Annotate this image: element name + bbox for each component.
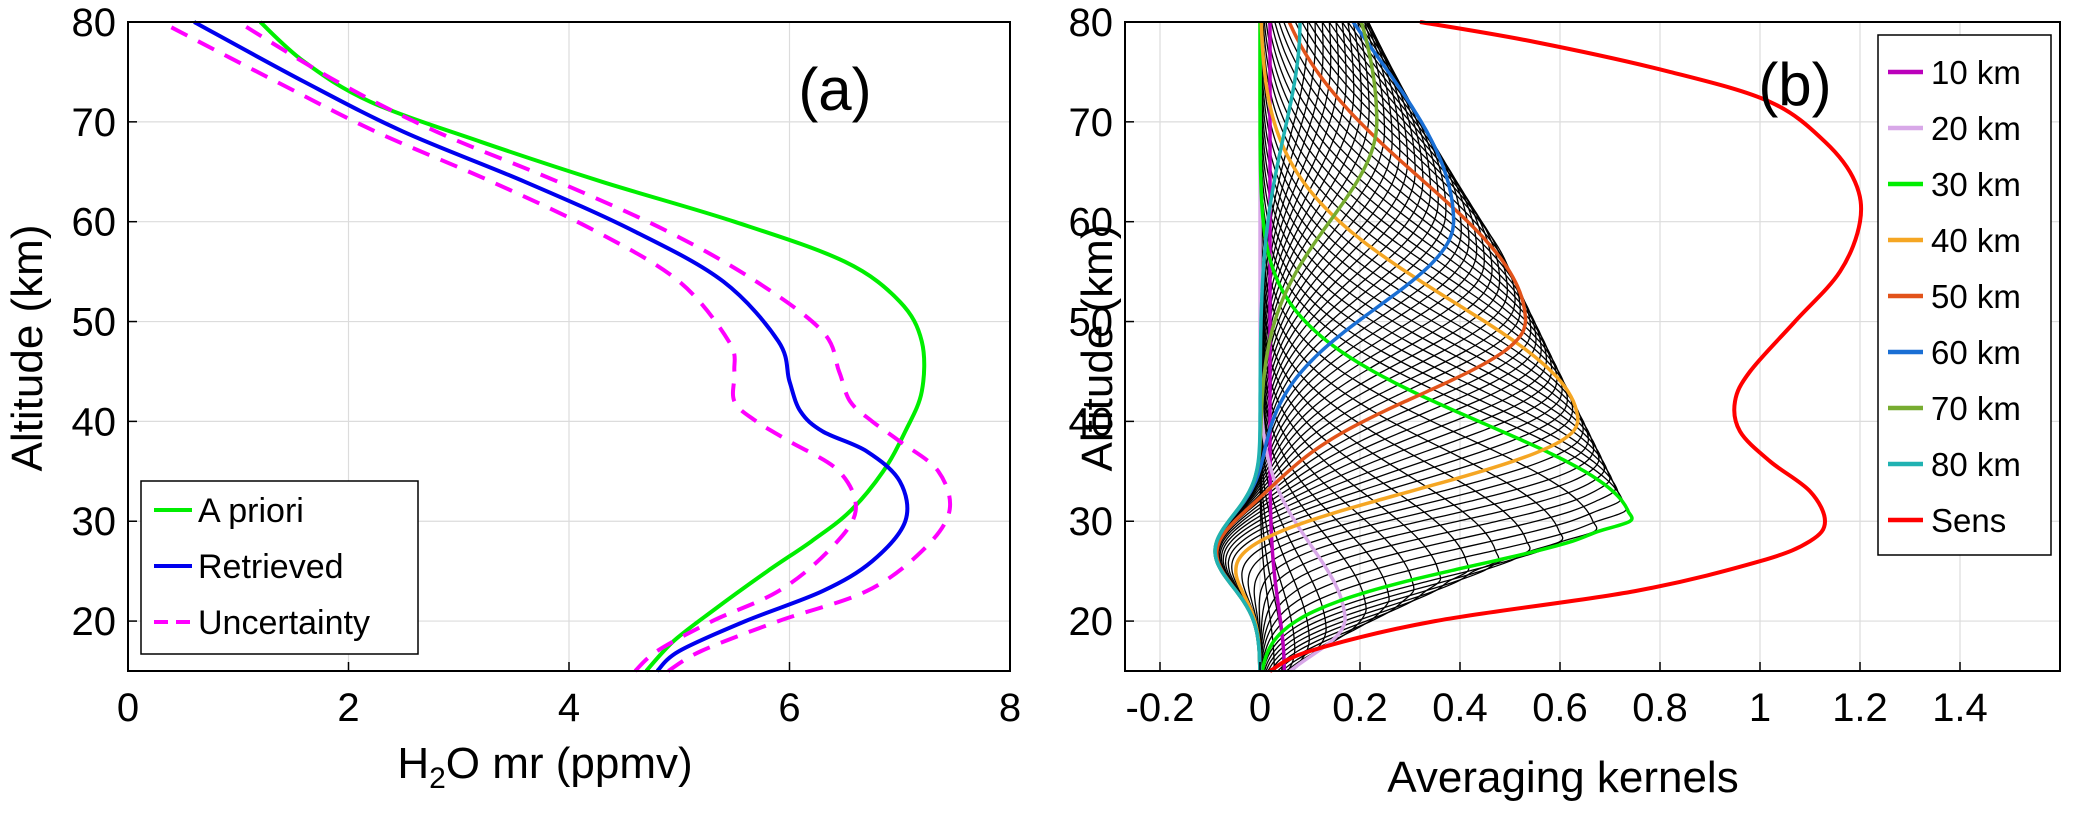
kernel-line bbox=[1258, 21, 1600, 672]
series-line-uncertainty bbox=[237, 20, 953, 673]
legend-label: 60 km bbox=[1931, 334, 2021, 371]
legend-label: Retrieved bbox=[198, 548, 344, 586]
panel-b: -0.2 0 0.2 0.4 0.6 0.8 1 1.2 1.4 20 30 40 50 60 70 80 (… bbox=[1069, 1, 2061, 802]
series-line-retrieved bbox=[193, 20, 910, 673]
panel-b-frame bbox=[1124, 21, 2061, 672]
legend-label: 30 km bbox=[1931, 166, 2021, 203]
legend-label: 10 km bbox=[1931, 54, 2021, 91]
x-tick-label: 0 bbox=[117, 686, 139, 730]
kernel-line bbox=[1224, 21, 1563, 672]
panel-a-xlabel-sub: 2 bbox=[429, 762, 446, 795]
panel-b-xlabel: Averaging kernels bbox=[1387, 753, 1738, 802]
legend-label: 50 km bbox=[1931, 278, 2021, 315]
x-tick-label: 8 bbox=[999, 686, 1021, 730]
panel-b-kernels bbox=[1214, 21, 1633, 672]
panel-b-ticks: -0.2 0 0.2 0.4 0.6 0.8 1 1.2 1.4 20 30 40 50 60 70 80 bbox=[1069, 1, 1988, 730]
sens-line bbox=[1269, 20, 1864, 673]
kernel-line bbox=[1220, 21, 1553, 672]
panel-b-label: (b) bbox=[1758, 51, 1831, 118]
y-tick-label: 20 bbox=[1069, 600, 1114, 644]
x-tick-label: -0.2 bbox=[1126, 686, 1195, 730]
x-tick-label: 6 bbox=[778, 686, 800, 730]
kernel-line bbox=[1259, 22, 1606, 672]
kernel-line bbox=[1227, 21, 1569, 672]
series-line-a-priori bbox=[258, 20, 927, 673]
legend-label: A priori bbox=[198, 492, 304, 530]
panel-a-ticks: 0 2 4 6 8 20 30 40 50 60 70 80 bbox=[72, 1, 1022, 730]
legend-label: Sens bbox=[1931, 502, 2006, 539]
y-tick-label: 40 bbox=[72, 400, 117, 444]
kernel-line bbox=[1214, 21, 1462, 672]
x-tick-label: 0.4 bbox=[1432, 686, 1488, 730]
y-tick-label: 50 bbox=[72, 301, 117, 345]
legend-label: 20 km bbox=[1931, 110, 2021, 147]
kernel-highlight bbox=[1213, 21, 1302, 672]
y-tick-label: 20 bbox=[72, 600, 117, 644]
x-tick-label: 1.4 bbox=[1932, 686, 1988, 730]
kernel-line bbox=[1214, 21, 1401, 672]
panel-a-series bbox=[160, 20, 953, 673]
panel-b-ylabel: Altitude (km) bbox=[1073, 225, 1122, 472]
x-tick-label: 0 bbox=[1249, 686, 1271, 730]
x-tick-label: 1 bbox=[1749, 686, 1771, 730]
panel-a-label: (a) bbox=[798, 56, 871, 123]
kernel-line bbox=[1231, 21, 1574, 672]
x-tick-label: 0.2 bbox=[1332, 686, 1388, 730]
panel-a-xlabel: H2O mr (ppmv) bbox=[397, 739, 692, 795]
panel-a-xlabel-base: H bbox=[397, 739, 429, 788]
panel-a-xlabel-rest: O mr (ppmv) bbox=[446, 739, 693, 788]
y-tick-label: 80 bbox=[1069, 1, 1114, 45]
x-tick-label: 0.6 bbox=[1532, 686, 1588, 730]
x-tick-label: 2 bbox=[337, 686, 359, 730]
panel-a-legend: A priori Retrieved Uncertainty bbox=[140, 480, 419, 655]
x-tick-label: 0.8 bbox=[1632, 686, 1688, 730]
x-tick-label: 4 bbox=[558, 686, 580, 730]
kernel-highlight bbox=[1258, 22, 1634, 672]
legend-label: Uncertainty bbox=[198, 604, 370, 642]
y-tick-label: 50 bbox=[1069, 301, 1114, 345]
y-tick-label: 30 bbox=[72, 500, 117, 544]
legend-label: 40 km bbox=[1931, 222, 2021, 259]
kernel-line bbox=[1219, 21, 1548, 672]
y-tick-label: 40 bbox=[1069, 400, 1114, 444]
y-tick-label: 60 bbox=[72, 201, 117, 245]
y-tick-label: 80 bbox=[72, 1, 117, 45]
kernel-highlight bbox=[1234, 21, 1580, 672]
x-tick-label: 1.2 bbox=[1832, 686, 1888, 730]
y-tick-label: 30 bbox=[1069, 500, 1114, 544]
legend-label: 70 km bbox=[1931, 390, 2021, 427]
series-line-uncertainty-lower- bbox=[160, 20, 858, 673]
y-tick-label: 70 bbox=[1069, 101, 1114, 145]
y-tick-label: 70 bbox=[72, 101, 117, 145]
kernel-line bbox=[1253, 21, 1595, 671]
legend-label: 80 km bbox=[1931, 446, 2021, 483]
panel-b-legend: 10 km 20 km 30 km 40 km 50 km 60 km 70 km 80 km… bbox=[1877, 34, 2052, 556]
panel-b-series bbox=[1213, 20, 1864, 673]
panel-a-ylabel: Altitude (km) bbox=[3, 225, 52, 472]
y-tick-label: 60 bbox=[1069, 201, 1114, 245]
